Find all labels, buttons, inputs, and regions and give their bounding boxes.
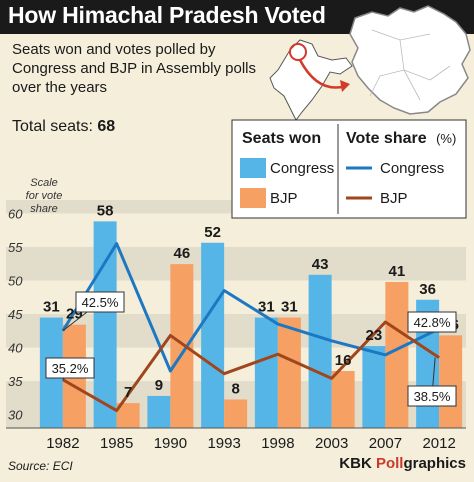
line-bjp-vote-share [62,320,440,413]
credit-suffix: graphics [403,455,466,472]
y-tick-label: 60 [8,206,23,221]
y-tick-label: 50 [8,273,23,288]
annotation-label: 42.5% [82,295,119,310]
bar-congress [147,395,171,428]
credit-prefix: KBK [339,455,376,472]
data-label-bjp: 7 [124,384,132,401]
subtitle: Seats won and votes polled by Congress a… [12,41,257,96]
line-congress-vote-share [61,242,440,373]
data-label-congress: 36 [419,281,436,298]
x-tick-label: 2012 [422,435,455,452]
annotation-box [407,385,457,407]
data-label-bjp: 31 [281,299,298,316]
bar-congress [93,221,117,428]
data-label-congress: 23 [366,327,383,344]
bar-congress [254,317,278,428]
credit-accent: Poll [375,455,404,472]
x-tick-label: 2007 [369,435,402,452]
page-title: How Himachal Pradesh Voted [8,2,326,28]
y-tick-label: 55 [8,240,23,255]
data-label-bjp: 46 [174,245,191,262]
bar-bjp [277,317,301,428]
annotation-box [407,311,457,333]
vote-axis-label: share [30,203,58,215]
y-tick-label: 30 [8,408,23,423]
annotation-box [45,357,95,379]
credit: KBK Pollgraphics [339,455,466,472]
data-label-congress: 58 [97,202,114,219]
bar-bjp [331,371,355,428]
x-tick-label: 1990 [154,435,187,452]
vote-axis-label: Scale [30,177,58,189]
source-note: Source: ECI [8,459,73,473]
data-label-congress: 31 [43,299,60,316]
total-seats: Total seats: 68 [12,118,115,136]
bar-congress [201,242,225,428]
x-tick-label: 1985 [100,435,133,452]
vote-axis-label: for vote [26,190,63,202]
bar-congress [362,346,386,428]
grid-band [6,200,466,214]
annotation-label: 42.8% [414,315,451,330]
x-tick-label: 1993 [207,435,240,452]
bar-congress [308,274,332,428]
y-tick-label: 35 [8,374,23,389]
data-label-congress: 52 [204,224,221,241]
data-label-bjp: 41 [389,263,406,280]
data-label-bjp: 8 [231,381,239,398]
x-tick-label: 1998 [261,435,294,452]
total-seats-label: Total seats: [12,118,93,135]
x-tick-label: 1982 [46,435,79,452]
bar-bjp [385,281,409,428]
annotation-label: 35.2% [52,361,89,376]
bar-bjp [439,335,463,428]
data-label-bjp: 16 [335,352,352,369]
data-label-congress: 9 [155,377,163,394]
bar-bjp [224,399,248,428]
annotation-box [75,291,125,313]
annotation-label: 38.5% [414,389,451,404]
bar-bjp [170,264,194,428]
data-label-congress: 43 [312,256,329,273]
total-seats-value: 68 [97,118,116,135]
data-label-congress: 31 [258,299,275,316]
grid-band [6,246,466,281]
x-tick-label: 2003 [315,435,348,452]
y-tick-label: 45 [8,307,23,322]
y-tick-label: 40 [8,341,23,356]
bar-bjp [116,403,140,428]
